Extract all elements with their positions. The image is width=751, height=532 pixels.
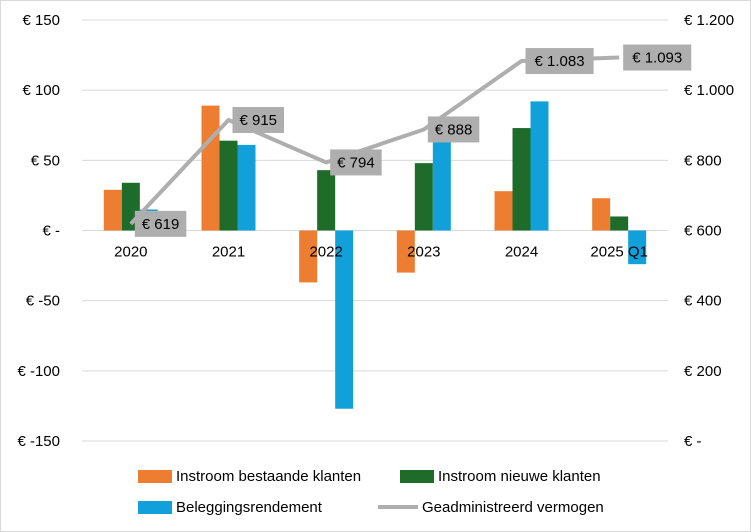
bar-beleggingsrendement <box>432 142 451 231</box>
category-label: 2022 <box>309 244 342 261</box>
legend-item: Geadministreerd vermogen <box>378 499 604 516</box>
vermogen-data-label: € 794 <box>330 149 382 176</box>
category-label: 2023 <box>407 244 440 261</box>
left-tick-label: € -100 <box>17 363 60 380</box>
legend-label: Beleggingsrendement <box>176 499 323 516</box>
data-label-text: € 888 <box>435 121 473 138</box>
vermogen-data-label: € 619 <box>134 210 187 237</box>
bar-instroom-nieuwe-klanten <box>512 128 531 231</box>
bars <box>103 101 647 409</box>
right-tick-label: € - <box>684 433 702 450</box>
data-label-text: € 915 <box>239 112 277 129</box>
data-label-box <box>330 149 382 176</box>
data-label-text: € 1.093 <box>632 50 682 67</box>
data-label-box <box>427 116 480 143</box>
category-label: 2024 <box>505 244 538 261</box>
data-labels: € 619 € 915 € 794 € 888 € 1.083 € 1.093 <box>134 44 692 237</box>
right-tick-label: € 400 <box>684 293 722 310</box>
data-label-box <box>134 210 187 237</box>
bar-instroom-bestaande-klanten <box>201 105 220 231</box>
category-labels: 2020 2021 2022 2023 2024 2025 Q1 <box>114 244 648 261</box>
bar-instroom-nieuwe-klanten <box>610 216 629 231</box>
bar-beleggingsrendement <box>335 230 354 409</box>
right-axis-tick-labels: € 1.200 € 1.000 € 800 € 600 € 400 € 200 € - <box>684 12 734 450</box>
bar-instroom-bestaande-klanten <box>396 230 415 273</box>
gridlines <box>82 19 668 442</box>
left-tick-label: € 150 <box>22 12 60 29</box>
left-tick-label: € - <box>42 223 60 240</box>
right-tick-label: € 1.200 <box>684 12 734 29</box>
category-label: 2020 <box>114 244 147 261</box>
left-tick-label: € -150 <box>17 433 60 450</box>
bar-instroom-bestaande-klanten <box>299 230 318 283</box>
bar-instroom-nieuwe-klanten <box>219 140 238 231</box>
right-tick-label: € 1.000 <box>684 82 734 99</box>
bar-instroom-bestaande-klanten <box>494 191 513 231</box>
left-tick-label: € 50 <box>31 152 60 169</box>
legend-label: Instroom bestaande klanten <box>176 468 361 485</box>
bar-beleggingsrendement <box>628 230 647 265</box>
right-tick-label: € 200 <box>684 363 722 380</box>
left-axis-tick-labels: € 150 € 100 € 50 € - € -50 € -100 € -150 <box>17 12 60 450</box>
legend-item: Instroom bestaande klanten <box>138 468 361 485</box>
legend-swatch <box>138 501 172 514</box>
left-tick-label: € 100 <box>22 82 60 99</box>
legend-label: Geadministreerd vermogen <box>422 499 604 516</box>
bar-instroom-bestaande-klanten <box>103 189 122 231</box>
left-tick-label: € -50 <box>26 293 60 310</box>
vermogen-data-label: € 915 <box>232 106 284 133</box>
bar-instroom-bestaande-klanten <box>592 198 611 231</box>
data-label-box <box>525 48 594 75</box>
bar-beleggingsrendement <box>237 144 256 231</box>
vermogen-data-label: € 1.083 <box>525 48 594 75</box>
bar-beleggingsrendement <box>530 101 549 231</box>
data-label-text: € 794 <box>337 154 375 171</box>
category-label: 2021 <box>212 244 245 261</box>
legend-label: Instroom nieuwe klanten <box>438 468 601 485</box>
data-label-box <box>623 44 692 71</box>
data-label-text: € 1.083 <box>535 53 585 70</box>
vermogen-data-label: € 1.093 <box>623 44 692 71</box>
legend-swatch <box>400 470 434 483</box>
legend-swatch <box>138 470 172 483</box>
data-label-text: € 619 <box>142 216 180 233</box>
legend-item: Instroom nieuwe klanten <box>400 468 601 485</box>
data-label-box <box>232 106 284 133</box>
category-label: 2025 Q1 <box>590 244 648 261</box>
bar-instroom-nieuwe-klanten <box>414 163 433 231</box>
vermogen-data-label: € 888 <box>427 116 480 143</box>
legend-item: Beleggingsrendement <box>138 499 323 516</box>
bar-instroom-nieuwe-klanten <box>317 170 336 231</box>
right-tick-label: € 800 <box>684 152 722 169</box>
legend: Instroom bestaande klanten Instroom nieuw… <box>138 468 604 516</box>
right-tick-label: € 600 <box>684 223 722 240</box>
